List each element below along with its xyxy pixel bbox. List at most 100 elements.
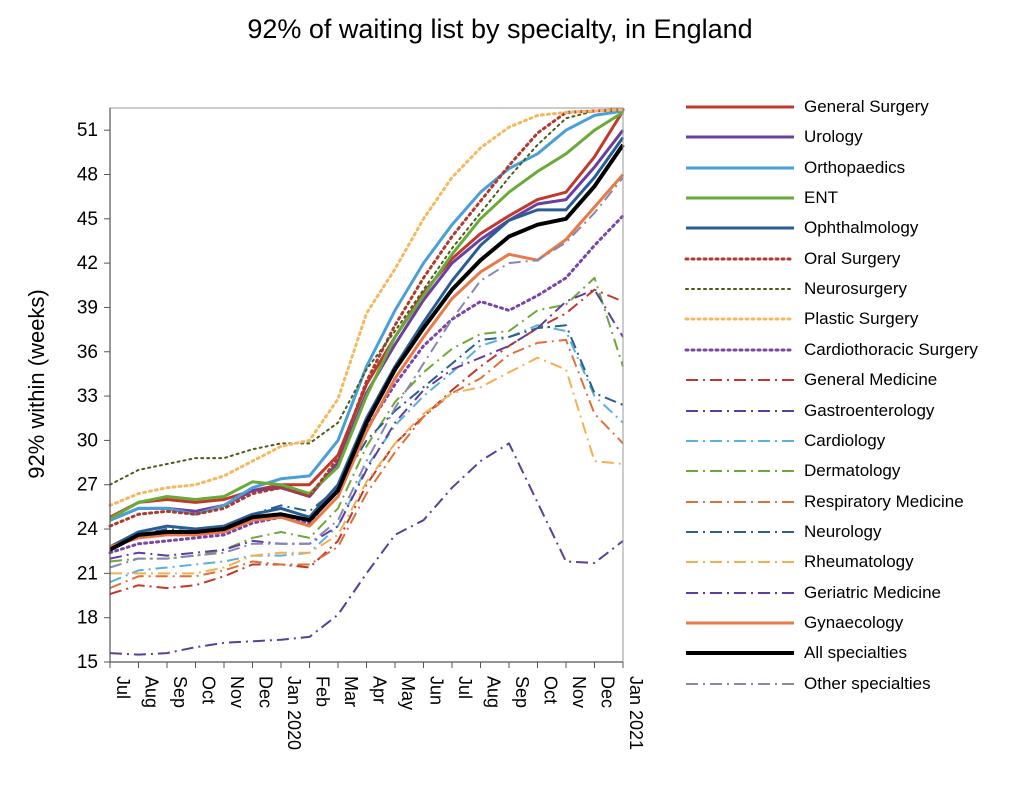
legend-label: General Medicine bbox=[804, 370, 938, 390]
x-tick-label: Sep bbox=[512, 676, 532, 708]
y-tick-label: 33 bbox=[77, 386, 98, 407]
legend-item: Rheumatology bbox=[684, 547, 914, 577]
x-tick-label: Jul bbox=[455, 676, 475, 699]
legend-label: Respiratory Medicine bbox=[804, 491, 964, 511]
legend-label: Cardiology bbox=[804, 430, 886, 450]
legend-swatch bbox=[686, 226, 794, 230]
series-line-respiratory-medicine bbox=[109, 338, 624, 590]
series-line-cardiology bbox=[109, 324, 624, 584]
legend-label: Gastroenterology bbox=[804, 400, 935, 420]
series-line-other-specialties bbox=[109, 176, 624, 569]
series-line-ophthalmology bbox=[109, 136, 625, 549]
legend-item: Ophthalmology bbox=[684, 213, 918, 243]
legend-label: Gynaecology bbox=[804, 612, 904, 632]
legend-item: ENT bbox=[684, 183, 838, 213]
legend-item: Neurosurgery bbox=[684, 274, 907, 304]
legend-item: Respiratory Medicine bbox=[684, 487, 964, 517]
legend-label: General Surgery bbox=[804, 97, 929, 116]
y-axis-label: 92% within (weeks) bbox=[24, 289, 49, 479]
x-tick-label: Feb bbox=[313, 676, 333, 707]
legend-label: Rheumatology bbox=[804, 552, 914, 572]
legend-swatch bbox=[684, 348, 796, 352]
series-line-all-specialties bbox=[109, 143, 625, 552]
y-tick-label: 15 bbox=[77, 652, 98, 673]
legend-item: Cardiothoracic Surgery bbox=[684, 335, 978, 365]
y-tick-label: 21 bbox=[77, 563, 98, 584]
legend-swatch bbox=[686, 651, 794, 656]
y-tick-label: 27 bbox=[77, 475, 98, 496]
legend-label: Other specialties bbox=[804, 673, 931, 693]
series-line-neurosurgery bbox=[109, 108, 624, 486]
x-tick-label: Oct bbox=[199, 676, 219, 704]
legend-swatch bbox=[684, 257, 796, 261]
series-line-rheumatology bbox=[110, 356, 624, 575]
x-tick-label: Mar bbox=[341, 676, 361, 707]
legend-swatch bbox=[686, 530, 794, 533]
legend-label: ENT bbox=[804, 188, 838, 208]
legend-swatch bbox=[686, 561, 794, 564]
legend-swatch bbox=[686, 591, 794, 594]
chart-title: 92% of waiting list by specialty, in Eng… bbox=[247, 14, 753, 44]
legend-item: Gastroenterology bbox=[684, 396, 934, 426]
plot-lines bbox=[108, 108, 625, 656]
legend-item: Dermatology bbox=[684, 456, 900, 486]
legend-item: Other specialties bbox=[684, 669, 931, 699]
x-tick-label: Jul bbox=[113, 676, 133, 699]
legend-swatch bbox=[686, 621, 794, 625]
legend-label: Orthopaedics bbox=[804, 157, 906, 177]
legend-label: Neurosurgery bbox=[804, 279, 907, 299]
y-tick-label: 18 bbox=[77, 608, 98, 629]
x-tick-label: May bbox=[398, 676, 418, 710]
legend-item: Urology bbox=[684, 122, 863, 152]
x-tick-label: Nov bbox=[569, 676, 589, 708]
y-axis-ticks: 15 18 21 24 27 30 33 36 39 42 45 48 51 bbox=[77, 120, 110, 673]
y-tick-label: 36 bbox=[77, 342, 98, 363]
y-tick-label: 24 bbox=[77, 519, 99, 540]
legend-swatch bbox=[686, 470, 794, 473]
series-line-general-surgery bbox=[109, 110, 625, 519]
legend-label: Neurology bbox=[804, 521, 882, 541]
legend-item: Orthopaedics bbox=[684, 153, 905, 183]
x-tick-label: Dec bbox=[256, 676, 276, 708]
y-tick-label: 42 bbox=[77, 253, 98, 274]
legend-swatch bbox=[686, 135, 794, 139]
legend-item: Plastic Surgery bbox=[684, 304, 918, 334]
series-line-cardiothoracic-surgery bbox=[108, 214, 625, 555]
series-line-orthopaedics bbox=[109, 109, 624, 522]
x-tick-label: Jun bbox=[427, 676, 447, 705]
legend-item: Neurology bbox=[684, 517, 882, 547]
series-line-plastic-surgery bbox=[108, 108, 625, 507]
legend-item: All specialties bbox=[684, 638, 907, 668]
y-tick-label: 45 bbox=[77, 209, 98, 230]
legend-label: Ophthalmology bbox=[804, 218, 919, 238]
legend-label: Cardiothoracic Surgery bbox=[804, 339, 978, 359]
x-tick-label: Sep bbox=[170, 676, 190, 708]
series-line-dermatology bbox=[109, 276, 624, 563]
legend-swatch bbox=[686, 196, 794, 200]
legend-item: Gynaecology bbox=[684, 608, 903, 638]
series-line-ent bbox=[109, 111, 624, 521]
legend-swatch bbox=[686, 682, 794, 685]
legend-item: General Medicine bbox=[684, 365, 937, 395]
x-tick-label: Aug bbox=[142, 676, 162, 708]
legend-label: Dermatology bbox=[804, 461, 901, 481]
x-tick-label: Aug bbox=[484, 676, 504, 708]
y-tick-label: 30 bbox=[77, 430, 98, 451]
x-axis-ticks: Jul Aug Sep Oct Nov Dec Jan 2020 Feb Mar Apr May Ju… bbox=[109, 662, 646, 750]
legend-label: Geriatric Medicine bbox=[804, 582, 941, 602]
legend-label: Urology bbox=[804, 127, 863, 147]
legend-item: Geriatric Medicine bbox=[684, 578, 941, 608]
x-tick-label: Dec bbox=[598, 676, 618, 708]
series-line-oral-surgery bbox=[108, 108, 625, 528]
legend-swatch bbox=[685, 288, 795, 291]
series-line-urology bbox=[109, 129, 625, 522]
x-tick-label: Oct bbox=[541, 676, 561, 704]
legend-label: Oral Surgery bbox=[804, 248, 901, 268]
x-tick-label: Nov bbox=[227, 676, 247, 708]
legend-item: Cardiology bbox=[684, 426, 885, 456]
y-tick-label: 51 bbox=[77, 120, 98, 141]
series-line-geriatric-medicine bbox=[109, 288, 624, 560]
x-tick-label: Jan 2020 bbox=[284, 676, 304, 750]
legend-swatch bbox=[686, 439, 794, 442]
